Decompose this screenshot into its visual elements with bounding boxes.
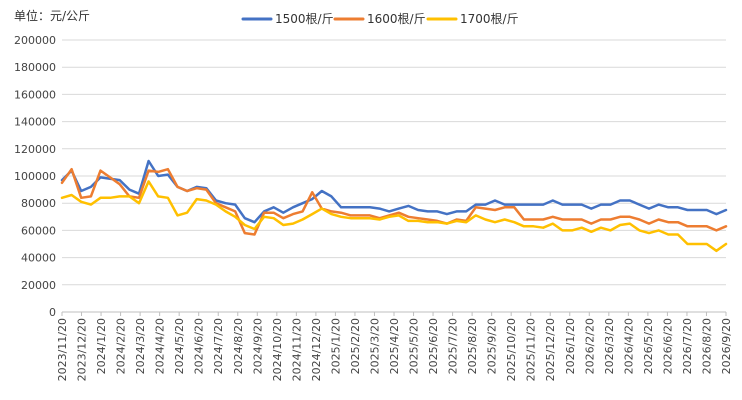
x-tick-label: 2026/5/20 [642, 318, 655, 374]
x-tick-label: 2023/12/20 [76, 318, 89, 381]
x-tick-label: 2025/12/20 [544, 318, 557, 381]
y-tick-label: 200000 [14, 34, 56, 47]
y-tick-label: 100000 [14, 170, 56, 183]
x-tick-label: 2026/4/20 [622, 318, 635, 374]
x-tick-label: 2026/8/20 [700, 318, 713, 374]
y-tick-label: 120000 [14, 143, 56, 156]
legend-label: 1700根/斤 [460, 12, 519, 26]
legend: 1500根/斤 1600根/斤 1700根/斤 [241, 12, 519, 26]
x-tick-label: 2024/3/20 [134, 318, 147, 374]
x-tick-label: 2023/11/20 [56, 318, 69, 381]
y-tick-label: 140000 [14, 116, 56, 129]
x-tick-label: 2024/10/20 [271, 318, 284, 381]
x-tick-label: 2024/11/20 [290, 318, 303, 381]
x-tick-label: 2025/4/20 [388, 318, 401, 374]
x-tick-label: 2024/9/20 [251, 318, 264, 374]
x-tick-label: 2024/7/20 [212, 318, 225, 374]
x-tick-label: 2025/11/20 [525, 318, 538, 381]
x-tick-label: 2025/1/20 [329, 318, 342, 374]
unit-label: 单位：元/公斤 [14, 8, 90, 23]
x-tick-label: 2025/3/20 [368, 318, 381, 374]
x-tick-label: 2025/10/20 [505, 318, 518, 381]
series-lines [60, 159, 728, 253]
legend-label: 1500根/斤 [275, 12, 334, 26]
x-tick-label: 2024/6/20 [193, 318, 206, 374]
y-tick-label: 0 [49, 306, 56, 319]
y-tick-label: 80000 [21, 197, 56, 210]
x-tick-label: 2025/9/20 [486, 318, 499, 374]
x-tick-label: 2025/8/20 [466, 318, 479, 374]
series-line-3 [60, 180, 728, 253]
y-tick-label: 20000 [21, 279, 56, 292]
x-tick-label: 2024/5/20 [173, 318, 186, 374]
y-tick-label: 180000 [14, 61, 56, 74]
x-tick-label: 2025/6/20 [427, 318, 440, 374]
y-tick-label: 60000 [21, 224, 56, 237]
y-axis: 0 20000 40000 60000 80000 100000 120000 140000 1… [14, 34, 56, 319]
x-tick-label: 2024/12/20 [310, 318, 323, 381]
x-tick-label: 2026/3/20 [603, 318, 616, 374]
x-tick-label: 2024/4/20 [154, 318, 167, 374]
x-tick-label: 2026/9/20 [720, 318, 733, 374]
series-line-2 [60, 167, 728, 236]
y-tick-label: 40000 [21, 252, 56, 265]
x-tick-label: 2025/2/20 [349, 318, 362, 374]
x-tick-label: 2026/6/20 [661, 318, 674, 374]
x-tick-label: 2024/8/20 [232, 318, 245, 374]
series-line-1 [60, 159, 728, 224]
y-tick-label: 160000 [14, 88, 56, 101]
legend-label: 1600根/斤 [367, 12, 426, 26]
x-tick-label: 2026/1/20 [564, 318, 577, 374]
x-tick-label: 2025/7/20 [447, 318, 460, 374]
x-tick-label: 2026/2/20 [583, 318, 596, 374]
x-tick-label: 2024/1/20 [95, 318, 108, 374]
x-tick-label: 2025/5/20 [408, 318, 421, 374]
x-tick-label: 2026/7/20 [681, 318, 694, 374]
x-axis: 2023/11/20 2023/12/20 2024/1/20 2024/2/20 20… [56, 312, 733, 381]
x-tick-label: 2024/2/20 [115, 318, 128, 374]
